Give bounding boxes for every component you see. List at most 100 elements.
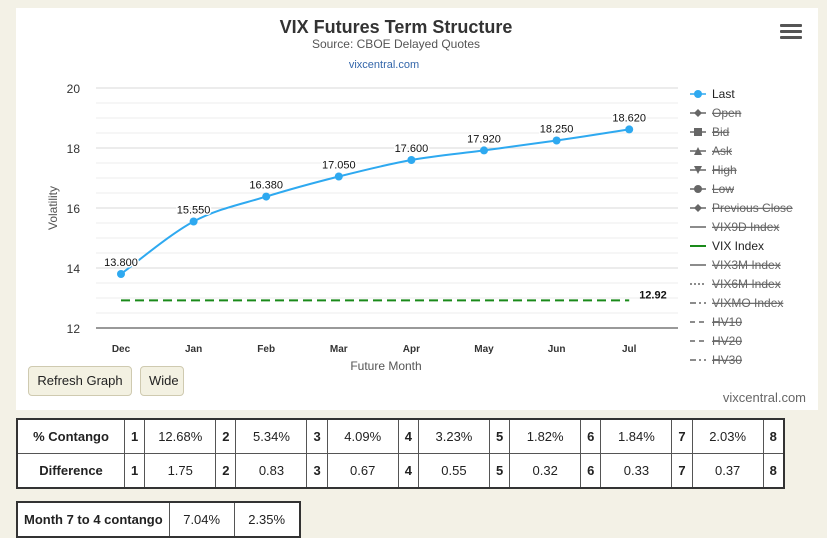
summary-label: Month 7 to 4 contango	[16, 501, 170, 538]
last-data-point	[625, 125, 634, 134]
value-cell: 2.03%	[691, 418, 764, 454]
legend-marker-circle	[694, 90, 702, 98]
legend-label: HV10	[712, 315, 742, 329]
legend-item[interactable]: VIX6M Index	[690, 277, 781, 291]
legend-label: VIX Index	[712, 239, 764, 253]
row-label: Difference	[16, 453, 125, 489]
legend-marker-triangle-down	[694, 166, 702, 174]
legend-label: VIXMO Index	[712, 296, 783, 310]
table-row: Difference 1 1.75 2 0.83 3 0.67 4 0.55 5 0.32 6 0.33…	[16, 453, 785, 489]
last-series-line	[120, 128, 630, 275]
chart-panel: VIX Futures Term Structure Source: CBOE …	[16, 8, 818, 410]
credit-link[interactable]: vixcentral.com	[349, 59, 419, 71]
value-cell: 3.23%	[417, 418, 490, 454]
legend-item[interactable]: High	[690, 163, 737, 177]
legend-marker-triangle	[694, 147, 702, 155]
x-tick-label: Apr	[403, 344, 420, 355]
refresh-graph-button[interactable]: Refresh Graph	[28, 366, 132, 396]
x-tick-label: Mar	[330, 344, 348, 355]
month-index-cell: 5	[488, 418, 511, 454]
y-tick-label: 16	[67, 202, 81, 216]
last-data-point	[552, 136, 561, 145]
x-tick-label: Jul	[622, 344, 637, 355]
last-data-point	[117, 270, 125, 278]
legend-item[interactable]: Ask	[690, 144, 733, 158]
month-index-cell: 8	[762, 418, 785, 454]
month-index-cell: 5	[488, 453, 511, 489]
month-index-cell: 3	[306, 453, 328, 489]
last-data-point	[334, 172, 343, 181]
last-data-label: 17.600	[395, 143, 429, 155]
x-tick-label: Dec	[112, 344, 131, 355]
summary-table: Month 7 to 4 contango 7.04% 2.35%	[16, 501, 301, 538]
last-data-label: 13.800	[104, 257, 138, 269]
legend-label: VIX9D Index	[712, 220, 779, 234]
wide-button[interactable]: Wide	[140, 366, 184, 396]
y-axis-label: Volatility	[46, 186, 60, 230]
legend-item[interactable]: HV10	[690, 315, 742, 329]
month-index-cell: 6	[580, 453, 602, 489]
value-cell: 5.34%	[235, 418, 308, 454]
legend-item[interactable]: Last	[690, 87, 735, 101]
value-cell: 0.33	[600, 453, 673, 489]
legend-label: Ask	[712, 144, 733, 158]
legend-item[interactable]: Previous Close	[690, 201, 793, 215]
last-data-label: 18.250	[540, 124, 574, 136]
table-row: Month 7 to 4 contango 7.04% 2.35%	[16, 501, 301, 538]
legend-label: VIX6M Index	[712, 277, 781, 291]
month-index-cell: 1	[123, 418, 146, 454]
legend-item[interactable]: HV20	[690, 334, 742, 348]
legend-label: HV20	[712, 334, 742, 348]
legend-item[interactable]: VIX9D Index	[690, 220, 779, 234]
month-index-cell: 2	[215, 418, 237, 454]
summary-value: 7.04%	[168, 501, 235, 538]
chart-title: VIX Futures Term Structure	[280, 17, 513, 37]
y-tick-label: 14	[67, 262, 81, 276]
value-cell: 0.83	[235, 453, 308, 489]
month-index-cell: 8	[762, 453, 785, 489]
y-tick-label: 20	[67, 82, 81, 96]
month-index-cell: 7	[671, 418, 693, 454]
watermark-text: vixcentral.com	[723, 390, 806, 405]
legend-marker-square	[694, 128, 702, 136]
menu-bar	[780, 30, 802, 33]
legend-item[interactable]: Open	[690, 106, 741, 120]
x-tick-label: Feb	[257, 344, 275, 355]
value-cell: 0.32	[509, 453, 582, 489]
legend-marker-diamond	[694, 109, 702, 117]
last-data-point	[480, 146, 488, 155]
month-index-cell: 6	[580, 418, 602, 454]
chart-subtitle: Source: CBOE Delayed Quotes	[312, 37, 480, 51]
value-cell: 1.84%	[600, 418, 673, 454]
month-index-cell: 3	[306, 418, 328, 454]
value-cell: 0.67	[326, 453, 399, 489]
summary-value: 2.35%	[233, 501, 301, 538]
month-index-cell: 4	[397, 453, 419, 489]
row-label: % Contango	[16, 418, 125, 454]
legend-label: Last	[712, 87, 735, 101]
value-cell: 4.09%	[326, 418, 399, 454]
x-axis-label: Future Month	[350, 359, 421, 373]
chart-menu-button[interactable]	[780, 24, 802, 40]
legend-item[interactable]: Bid	[690, 125, 729, 139]
legend-item[interactable]: Low	[690, 182, 734, 196]
legend-item[interactable]: VIXMO Index	[690, 296, 783, 310]
legend-marker-circle	[694, 185, 702, 193]
table-row: % Contango 1 12.68% 2 5.34% 3 4.09% 4 3.23% 5 1.82…	[16, 418, 785, 454]
month-index-cell: 7	[671, 453, 693, 489]
legend-marker-diamond	[694, 204, 702, 212]
legend-label: HV30	[712, 353, 742, 367]
legend-item[interactable]: VIX Index	[690, 239, 764, 253]
month-index-cell: 1	[123, 453, 146, 489]
legend-label: Previous Close	[712, 201, 793, 215]
x-tick-label: Jun	[548, 344, 566, 355]
value-cell: 0.55	[417, 453, 490, 489]
legend-item[interactable]: VIX3M Index	[690, 258, 781, 272]
legend-item[interactable]: HV30	[690, 353, 742, 367]
x-tick-label: Jan	[185, 344, 202, 355]
last-data-label: 17.050	[322, 160, 356, 172]
last-data-point	[407, 156, 416, 164]
value-cell: 1.82%	[509, 418, 582, 454]
legend-label: VIX3M Index	[712, 258, 781, 272]
legend-label: Low	[712, 182, 734, 196]
